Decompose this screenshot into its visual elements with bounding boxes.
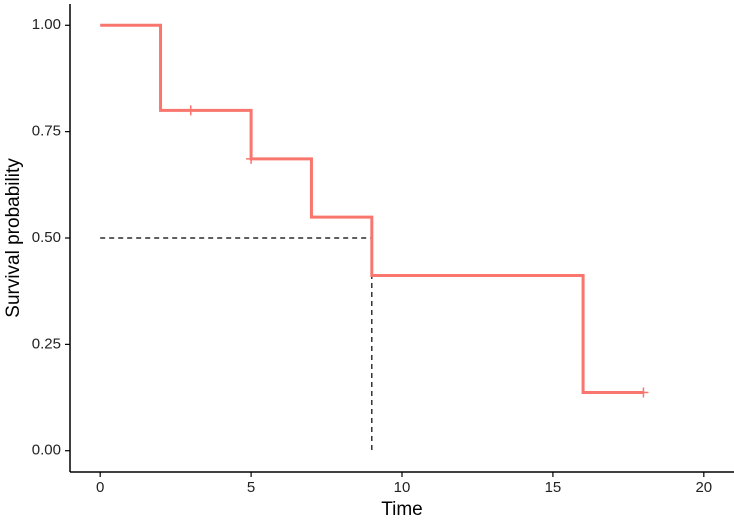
y-tick-label: 1.00 (32, 16, 61, 33)
censor-mark (185, 105, 196, 116)
x-tick-label: 10 (394, 479, 411, 496)
censor-mark (246, 153, 257, 164)
x-tick-label: 0 (96, 479, 104, 496)
x-tick-label: 5 (247, 479, 255, 496)
y-axis-title: Survival probability (3, 158, 24, 318)
y-tick-label: 0.25 (32, 335, 61, 352)
survival-curve (100, 23, 644, 394)
censor-mark (638, 387, 649, 398)
y-tick-label: 0.00 (32, 442, 61, 459)
x-tick-label: 20 (695, 479, 712, 496)
x-tick-label: 15 (545, 479, 562, 496)
y-tick-label: 0.50 (32, 229, 61, 246)
x-axis-title: Time (381, 499, 423, 520)
y-tick-label: 0.75 (32, 123, 61, 140)
